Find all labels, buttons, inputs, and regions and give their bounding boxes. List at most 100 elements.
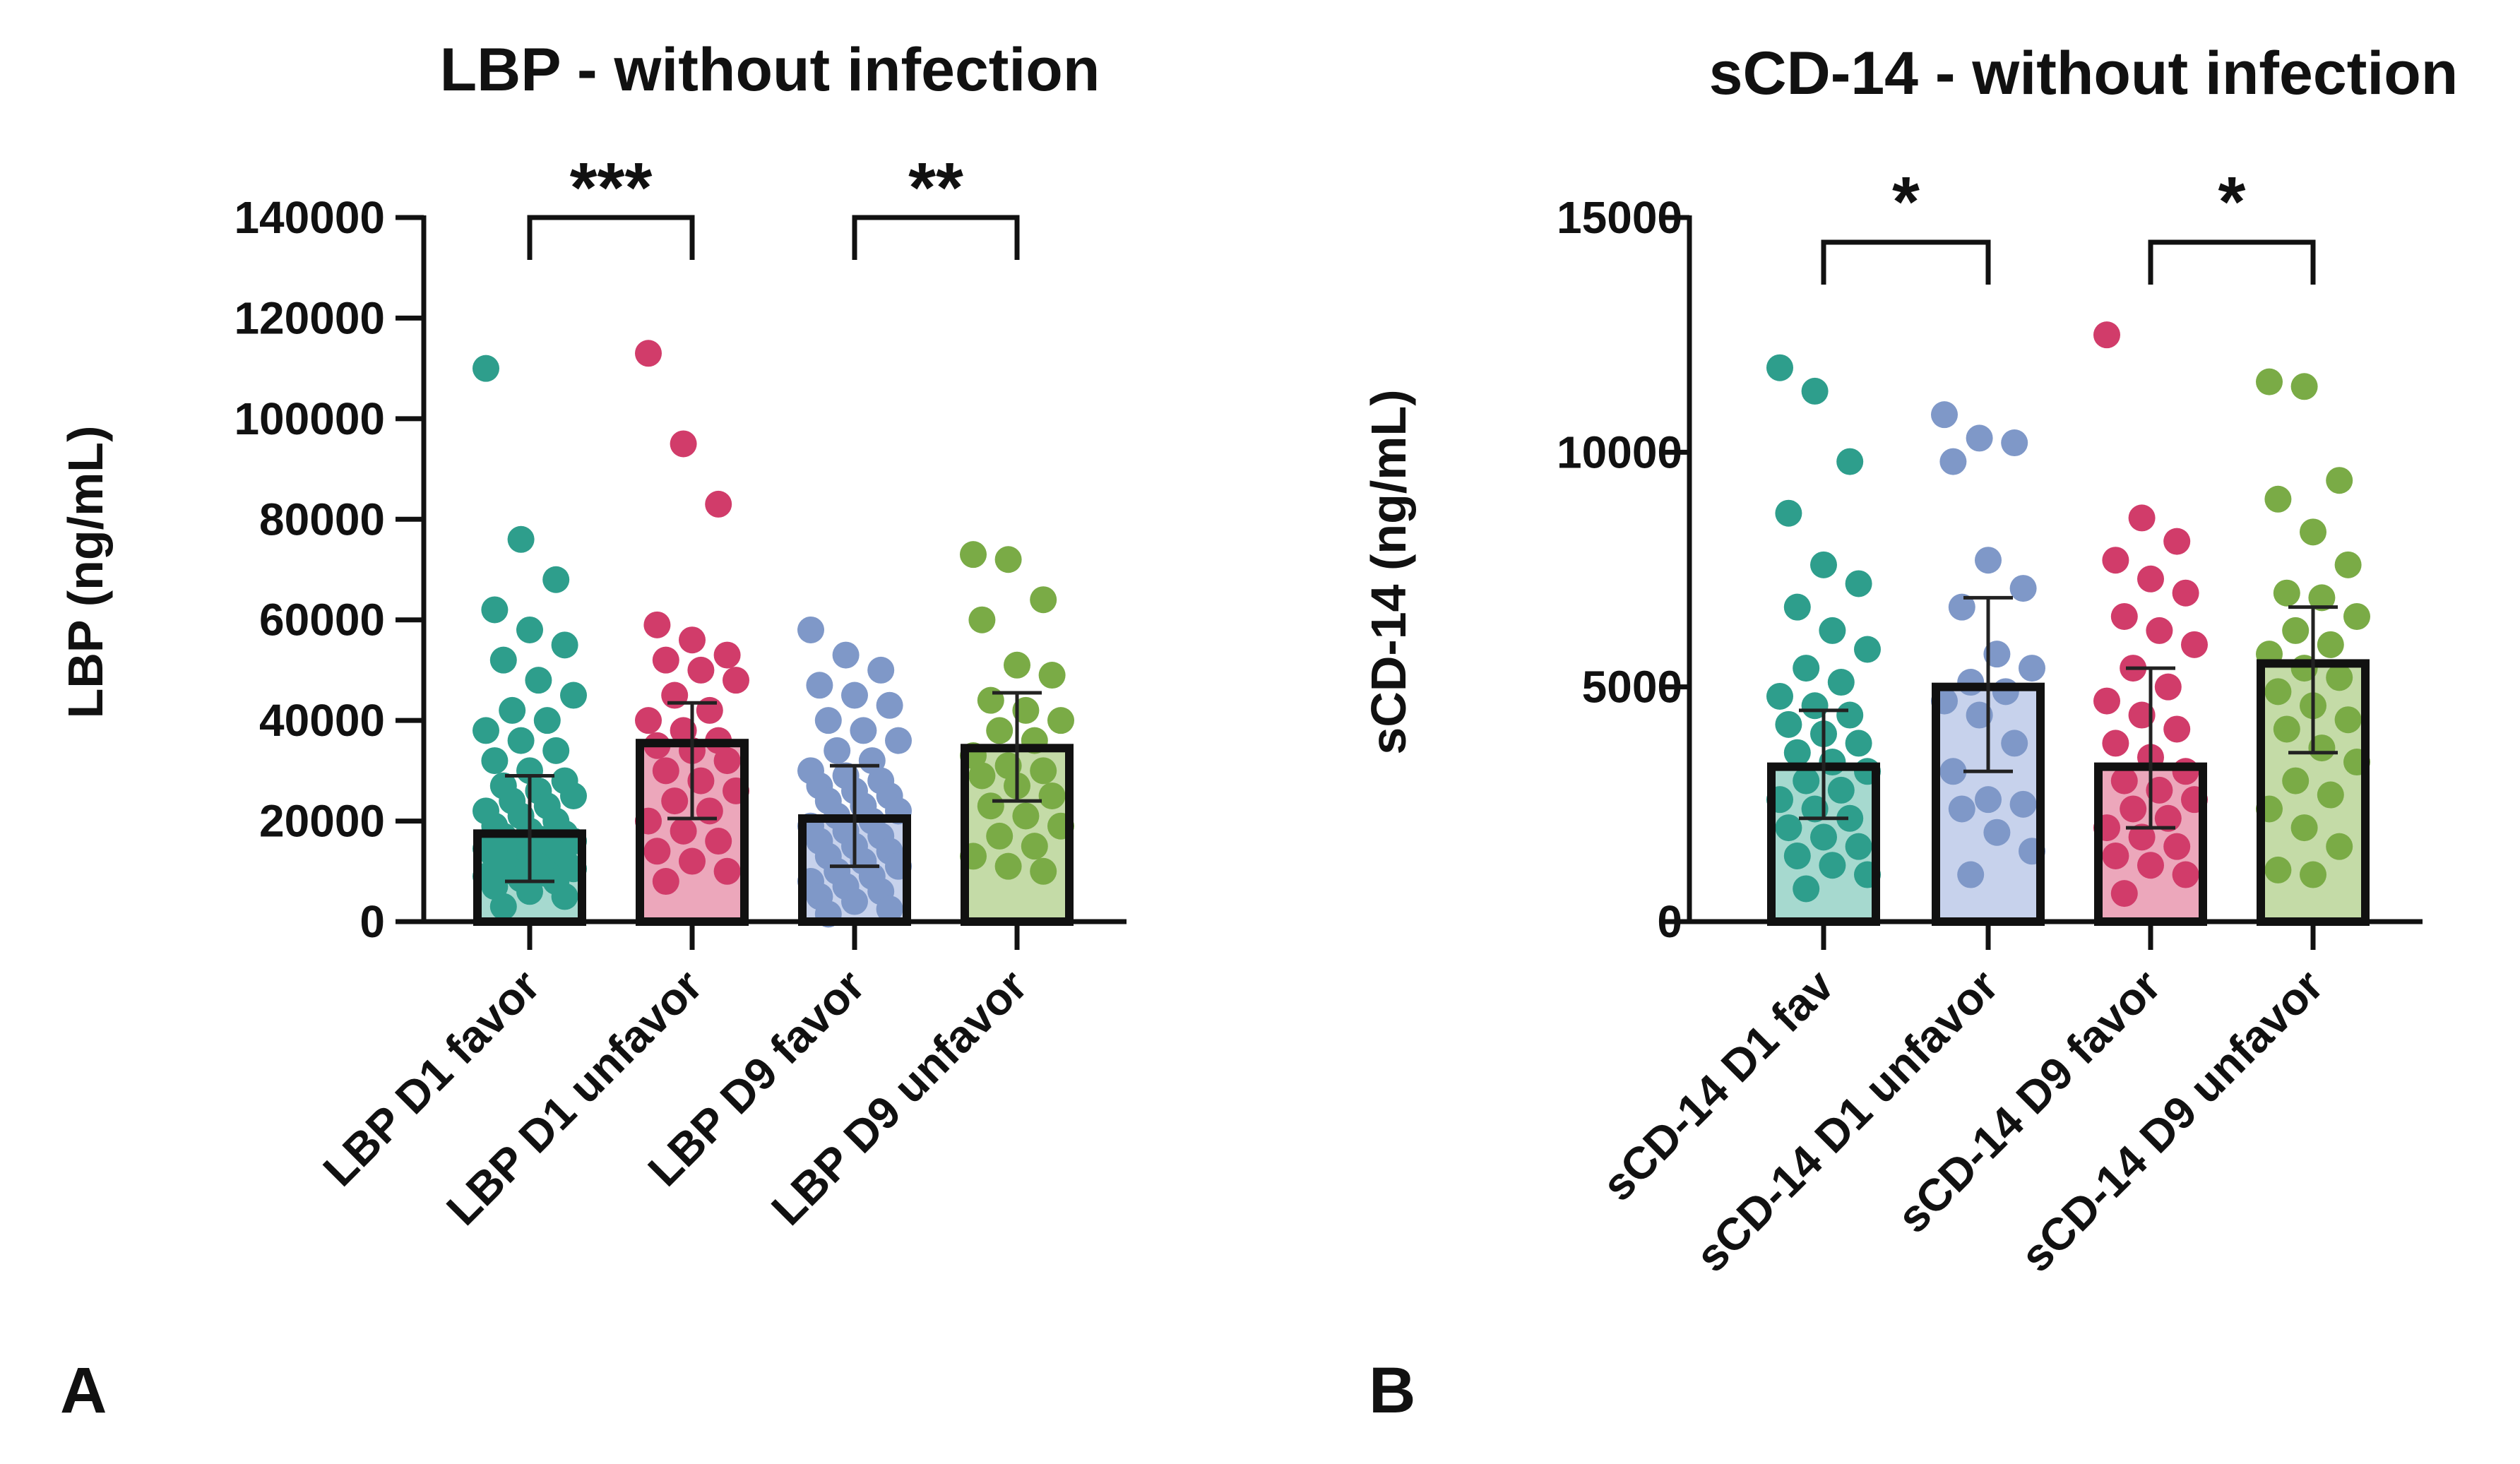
significance-bracket bbox=[1821, 239, 1991, 285]
data-point bbox=[542, 566, 570, 593]
data-point bbox=[713, 641, 741, 669]
data-point bbox=[1038, 662, 1066, 689]
data-point bbox=[670, 817, 697, 845]
significance-bracket bbox=[2148, 239, 2316, 285]
data-point bbox=[994, 852, 1022, 880]
data-point bbox=[1775, 499, 1802, 527]
y-tick-label: 20000 bbox=[259, 796, 385, 847]
data-point bbox=[841, 682, 868, 709]
data-point bbox=[1030, 586, 1057, 614]
data-point bbox=[2334, 551, 2362, 578]
data-point bbox=[1783, 842, 1811, 869]
data-point bbox=[1030, 857, 1057, 885]
data-point bbox=[1957, 669, 1985, 696]
data-point bbox=[2256, 368, 2283, 395]
data-point bbox=[1783, 593, 1811, 621]
y-tick-label: 5000 bbox=[1582, 662, 1682, 713]
data-point bbox=[1766, 354, 1793, 381]
data-point bbox=[516, 616, 543, 643]
data-point bbox=[2137, 565, 2164, 593]
data-point bbox=[2326, 664, 2353, 691]
data-point bbox=[2264, 678, 2292, 706]
data-point bbox=[1931, 401, 1958, 429]
data-point bbox=[2317, 631, 2344, 658]
data-point bbox=[1030, 757, 1057, 785]
data-point bbox=[1801, 377, 1829, 405]
data-point bbox=[2001, 730, 2028, 757]
data-point bbox=[797, 616, 824, 643]
data-point bbox=[1836, 448, 1864, 475]
data-point bbox=[1793, 875, 1820, 903]
data-point bbox=[489, 893, 517, 920]
data-point bbox=[1975, 547, 2002, 574]
data-point bbox=[1992, 678, 2019, 706]
data-point bbox=[2172, 758, 2199, 785]
data-point bbox=[652, 757, 679, 785]
data-point bbox=[968, 762, 996, 790]
data-point bbox=[876, 691, 903, 719]
data-point bbox=[489, 646, 517, 674]
data-point bbox=[2146, 776, 2173, 804]
y-tick-label: 0 bbox=[359, 896, 385, 947]
data-point bbox=[1793, 655, 1820, 682]
y-tick-label: 100000 bbox=[234, 393, 385, 444]
data-point bbox=[2110, 602, 2138, 630]
y-tick-label: 140000 bbox=[234, 192, 385, 243]
data-point bbox=[1845, 730, 1872, 757]
data-point bbox=[2334, 706, 2362, 734]
chart-title: sCD-14 - without infection bbox=[1709, 40, 2459, 107]
data-point bbox=[1966, 424, 1993, 452]
data-point bbox=[560, 782, 587, 809]
data-point bbox=[2128, 823, 2156, 851]
panel-label: A bbox=[60, 1355, 107, 1427]
data-point bbox=[713, 747, 741, 775]
data-point bbox=[560, 682, 587, 709]
data-point bbox=[1801, 795, 1829, 823]
data-point bbox=[2308, 734, 2336, 762]
data-point bbox=[850, 717, 877, 744]
data-point bbox=[472, 355, 499, 382]
y-tick-label: 60000 bbox=[259, 595, 385, 645]
data-point bbox=[2282, 767, 2310, 795]
data-point bbox=[1845, 833, 1872, 860]
data-point bbox=[481, 747, 509, 775]
data-point bbox=[968, 606, 996, 633]
data-point bbox=[713, 857, 741, 885]
data-point bbox=[1004, 651, 1030, 679]
panel-label: B bbox=[1369, 1355, 1415, 1427]
x-tick-label: sCD-14 D9 unfavor bbox=[2011, 960, 2333, 1282]
data-point bbox=[1957, 861, 1985, 888]
data-point bbox=[1966, 701, 1993, 729]
data-point bbox=[1939, 448, 1967, 475]
data-point bbox=[1793, 767, 1820, 795]
data-point bbox=[499, 696, 526, 724]
data-point bbox=[652, 868, 679, 895]
data-point bbox=[2273, 715, 2300, 743]
data-point bbox=[643, 611, 671, 638]
data-point bbox=[2300, 861, 2326, 888]
data-point bbox=[2128, 701, 2156, 729]
data-point bbox=[841, 888, 868, 915]
data-point bbox=[2137, 852, 2164, 879]
data-point bbox=[867, 656, 895, 684]
data-point bbox=[832, 641, 860, 669]
panel-scd14: sCD-14 - without infection sCD-14 (ng/mL… bbox=[1361, 40, 2458, 1427]
data-point bbox=[507, 727, 535, 754]
data-point bbox=[1836, 701, 1864, 729]
data-point bbox=[986, 822, 1014, 850]
data-point bbox=[2154, 673, 2182, 701]
data-point bbox=[977, 686, 1004, 714]
y-tick-label: 40000 bbox=[259, 695, 385, 746]
data-point bbox=[635, 707, 662, 734]
data-point bbox=[652, 646, 679, 674]
data-point bbox=[2181, 631, 2208, 658]
data-point bbox=[1948, 593, 1975, 621]
data-point bbox=[2110, 880, 2138, 907]
data-point bbox=[472, 717, 499, 744]
y-tick-label: 15000 bbox=[1557, 192, 1682, 243]
significance-label: *** bbox=[570, 148, 653, 227]
data-point bbox=[960, 541, 987, 569]
data-point bbox=[814, 707, 842, 734]
